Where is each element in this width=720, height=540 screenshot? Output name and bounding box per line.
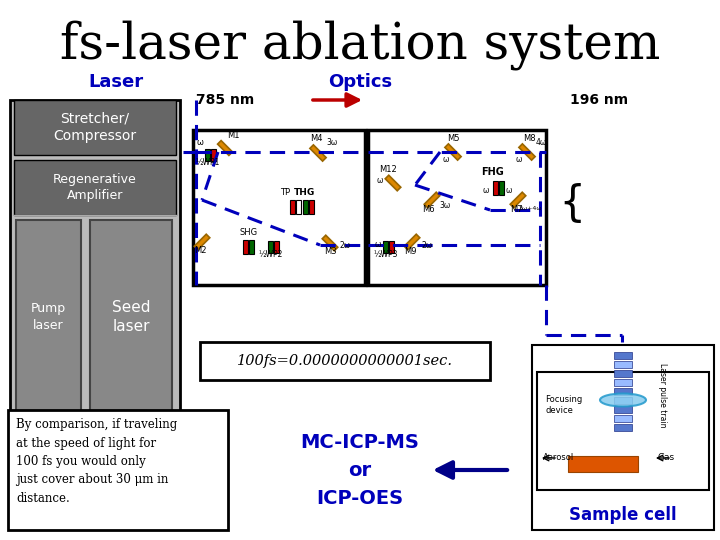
Bar xyxy=(204,149,210,161)
Text: ½WP1: ½WP1 xyxy=(196,158,220,167)
Text: 785 nm: 785 nm xyxy=(196,93,254,107)
Text: Laser: Laser xyxy=(88,73,143,91)
Text: 3ω: 3ω xyxy=(326,138,338,147)
Bar xyxy=(498,181,503,195)
Text: Laser pulse train: Laser pulse train xyxy=(658,363,667,427)
Polygon shape xyxy=(194,234,210,250)
Text: Gas: Gas xyxy=(657,454,674,462)
Text: ½WP2: ½WP2 xyxy=(258,250,283,259)
Bar xyxy=(614,424,632,431)
Text: M5: M5 xyxy=(446,134,459,143)
Text: 2ω: 2ω xyxy=(421,241,433,250)
Bar xyxy=(368,130,546,285)
Text: ω: ω xyxy=(483,186,489,195)
Text: THG: THG xyxy=(294,188,315,197)
Text: 2ω: 2ω xyxy=(339,241,351,250)
Text: Aerosol: Aerosol xyxy=(543,454,575,462)
Bar xyxy=(537,372,709,490)
Text: Optics: Optics xyxy=(328,73,392,91)
Bar xyxy=(30,412,68,420)
Text: 100fs=0.0000000000001sec.: 100fs=0.0000000000001sec. xyxy=(237,354,453,368)
Polygon shape xyxy=(310,145,326,161)
Bar xyxy=(389,241,394,253)
Bar xyxy=(492,181,498,195)
Bar xyxy=(614,406,632,413)
Text: M9: M9 xyxy=(404,247,416,256)
Text: ½WP3: ½WP3 xyxy=(374,250,398,259)
Bar xyxy=(248,240,253,254)
Text: fs-laser ablation system: fs-laser ablation system xyxy=(60,20,660,70)
Polygon shape xyxy=(217,140,233,156)
Bar xyxy=(614,352,632,359)
Bar xyxy=(200,342,490,380)
Text: M7: M7 xyxy=(510,205,522,214)
Bar xyxy=(118,410,146,420)
Text: Stretcher/
Compressor: Stretcher/ Compressor xyxy=(53,111,137,143)
Bar xyxy=(614,361,632,368)
Text: ω: ω xyxy=(443,155,449,164)
Bar xyxy=(568,456,638,472)
Text: MC-ICP-MS
or
ICP-OES: MC-ICP-MS or ICP-OES xyxy=(300,433,420,508)
Text: 3ω: 3ω xyxy=(439,201,451,210)
Text: M6: M6 xyxy=(422,205,434,214)
Bar xyxy=(10,100,180,420)
Polygon shape xyxy=(404,234,420,250)
Text: M1: M1 xyxy=(227,131,239,140)
Bar xyxy=(268,241,272,253)
Text: ω: ω xyxy=(506,186,512,195)
Text: TP: TP xyxy=(280,188,290,197)
Ellipse shape xyxy=(600,394,646,407)
Text: FHG: FHG xyxy=(481,167,503,177)
Bar xyxy=(302,200,307,214)
Text: M2: M2 xyxy=(194,246,206,255)
Bar xyxy=(614,388,632,395)
Text: 196 nm: 196 nm xyxy=(570,93,628,107)
Bar xyxy=(14,160,176,215)
Bar xyxy=(614,379,632,386)
Text: 3ω+4ω: 3ω+4ω xyxy=(518,206,541,211)
Bar xyxy=(8,410,228,530)
Bar xyxy=(90,220,172,415)
Text: Focusing
device: Focusing device xyxy=(545,395,582,415)
Text: M4: M4 xyxy=(310,134,323,143)
Text: }: } xyxy=(549,179,575,221)
Bar xyxy=(308,200,313,214)
Text: Pump
laser: Pump laser xyxy=(30,302,66,332)
Bar xyxy=(274,241,279,253)
Text: ω: ω xyxy=(516,155,522,164)
Text: M3: M3 xyxy=(324,247,336,256)
Polygon shape xyxy=(519,144,535,160)
Text: SHG: SHG xyxy=(240,228,258,237)
Text: Sample cell: Sample cell xyxy=(570,506,677,524)
Bar xyxy=(295,200,300,214)
Bar xyxy=(614,415,632,422)
Text: Seed
laser: Seed laser xyxy=(112,300,150,334)
Bar xyxy=(382,241,387,253)
Bar xyxy=(14,100,176,155)
Text: ω: ω xyxy=(375,240,381,249)
Bar xyxy=(16,220,81,415)
Bar xyxy=(243,240,248,254)
Text: M12: M12 xyxy=(379,165,397,174)
Text: By comparison, if traveling
at the speed of light for
100 fs you would only
just: By comparison, if traveling at the speed… xyxy=(16,418,177,505)
Polygon shape xyxy=(510,192,526,208)
Text: ω: ω xyxy=(377,176,383,185)
Polygon shape xyxy=(445,144,461,160)
Polygon shape xyxy=(385,175,401,191)
Bar xyxy=(289,200,294,214)
Text: M8: M8 xyxy=(523,134,535,143)
Text: 4ω: 4ω xyxy=(536,138,546,147)
Polygon shape xyxy=(323,235,338,251)
Text: Regenerative
Amplifier: Regenerative Amplifier xyxy=(53,172,137,201)
Bar xyxy=(614,370,632,377)
Bar xyxy=(614,397,632,404)
Text: ω: ω xyxy=(197,138,204,147)
Polygon shape xyxy=(424,192,440,208)
Bar xyxy=(532,345,714,530)
Bar xyxy=(193,130,365,285)
Bar xyxy=(210,149,215,161)
